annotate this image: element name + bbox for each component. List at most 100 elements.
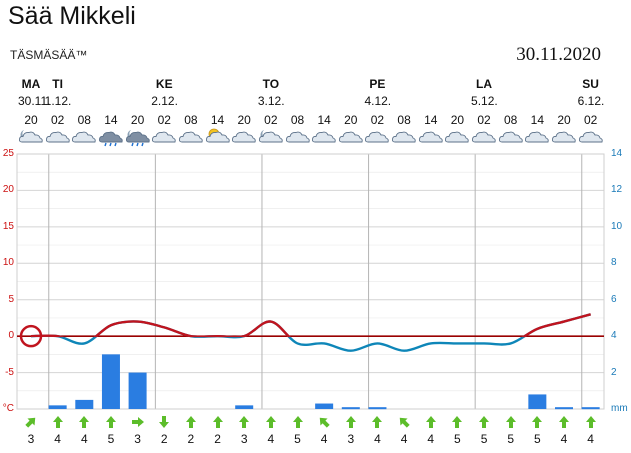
night-cloud-icon bbox=[258, 127, 284, 147]
precip-bar bbox=[48, 405, 67, 409]
wind-speed: 2 bbox=[214, 432, 221, 446]
right-tick-label: 4 bbox=[611, 330, 617, 342]
left-tick-label: 25 bbox=[2, 148, 14, 159]
cloud-icon bbox=[578, 127, 604, 147]
wind-arrow-icon bbox=[444, 415, 470, 429]
wind-arrow-icon bbox=[418, 415, 444, 429]
wind-speed: 4 bbox=[560, 432, 568, 446]
cloud-icon bbox=[45, 127, 71, 147]
hour-label: 02 bbox=[50, 113, 65, 127]
left-tick-label: 10 bbox=[2, 257, 14, 269]
hour-label: 14 bbox=[530, 113, 545, 127]
wind-speed: 2 bbox=[187, 432, 195, 446]
hour-label: 08 bbox=[184, 113, 198, 127]
wind-arrow-icon bbox=[364, 415, 390, 429]
now-marker bbox=[19, 324, 43, 348]
warm-temperature-line bbox=[30, 313, 591, 338]
wind-speed: 4 bbox=[80, 432, 88, 446]
hour-label: 20 bbox=[450, 113, 465, 127]
day-date: 6.12. bbox=[577, 94, 605, 108]
cold-temperature-line bbox=[30, 313, 591, 352]
wind-arrow-icon bbox=[578, 415, 604, 429]
day-date: 30.11. bbox=[18, 94, 51, 108]
wind-speed: 4 bbox=[320, 432, 328, 446]
day-date: 2.12. bbox=[151, 94, 178, 108]
left-tick-label: -5 bbox=[5, 366, 14, 378]
hour-label: 08 bbox=[290, 113, 305, 127]
hour-label: 14 bbox=[210, 113, 225, 127]
wind-arrow-icon bbox=[231, 415, 257, 429]
sun-cloud-icon bbox=[205, 127, 231, 147]
date-row: 30.11. 1.12. 2.12. 3.12. 4.12. 5.12. 6.12. bbox=[0, 94, 631, 110]
cloud-icon bbox=[231, 127, 257, 147]
left-tick-label: 20 bbox=[2, 184, 14, 196]
right-tick-label: 8 bbox=[611, 257, 617, 269]
day-date: 3.12. bbox=[257, 94, 285, 108]
forecast-date: 30.11.2020 bbox=[516, 44, 601, 65]
cloud-icon bbox=[71, 127, 97, 147]
cloud-icon bbox=[498, 127, 524, 147]
hour-label: 02 bbox=[370, 113, 385, 127]
day-date: 1.12. bbox=[44, 94, 72, 108]
wind-speed: 5 bbox=[480, 432, 488, 446]
wind-arrow-icon bbox=[498, 415, 524, 429]
wind-arrow-icon bbox=[285, 415, 311, 429]
hour-label: 02 bbox=[157, 113, 171, 127]
precip-bar bbox=[555, 407, 573, 410]
day-row: MA TI KE TO PE LA SU bbox=[0, 77, 631, 93]
wind-arrow-icon bbox=[18, 415, 44, 429]
cloud-icon bbox=[471, 127, 497, 147]
wind-speed: 4 bbox=[427, 432, 435, 446]
night-cloud-icon bbox=[18, 127, 44, 147]
hour-label: 20 bbox=[24, 113, 38, 127]
wind-speed: 5 bbox=[534, 432, 541, 446]
cloud-icon bbox=[418, 127, 444, 147]
cloud-icon bbox=[338, 127, 364, 147]
wind-speed: 5 bbox=[454, 432, 461, 446]
left-tick-label: 0 bbox=[8, 330, 14, 342]
brand-label: TÄSMÄSÄÄ™ bbox=[10, 48, 88, 62]
right-tick-label: mm bbox=[611, 403, 628, 414]
wind-arrow-icon bbox=[205, 415, 231, 429]
precip-bar bbox=[528, 394, 547, 409]
hour-label: 02 bbox=[583, 113, 598, 127]
plot-frame bbox=[16, 153, 605, 410]
wind-arrow-icon bbox=[178, 415, 204, 429]
precip-bar bbox=[315, 403, 334, 409]
wind-arrow-icon bbox=[258, 415, 284, 429]
day-label: KE bbox=[155, 77, 173, 91]
hour-label: 20 bbox=[557, 113, 571, 127]
hour-label: 02 bbox=[264, 113, 278, 127]
precip-bar bbox=[235, 405, 254, 409]
wind-speed-row: 3 4 4 5 3 2 2 2 3 4 5 4 3 4 4 4 5 5 5 5 4 4 bbox=[0, 432, 631, 448]
hour-label: 14 bbox=[424, 113, 438, 127]
wind-speed: 2 bbox=[160, 432, 168, 446]
wind-speed: 3 bbox=[240, 432, 248, 446]
night-rain-cloud-icon bbox=[125, 127, 151, 147]
hour-label: 20 bbox=[237, 113, 251, 127]
wind-arrow-icon bbox=[338, 415, 364, 429]
hour-label: 08 bbox=[397, 113, 411, 127]
hour-label: 14 bbox=[104, 113, 118, 127]
right-tick-label: 6 bbox=[611, 293, 617, 305]
hour-label: 20 bbox=[130, 113, 145, 127]
cloud-icon bbox=[285, 127, 311, 147]
cloud-icon bbox=[311, 127, 337, 147]
wind-speed: 5 bbox=[107, 432, 115, 446]
day-label: TO bbox=[262, 77, 280, 91]
wind-speed: 3 bbox=[134, 432, 141, 446]
left-tick-label: 15 bbox=[2, 220, 14, 232]
wind-arrow-icon bbox=[551, 415, 577, 429]
precip-bar bbox=[581, 407, 600, 410]
page-title: Sää Mikkeli bbox=[8, 2, 136, 30]
hour-label: 02 bbox=[477, 113, 491, 127]
cloud-icon bbox=[151, 127, 177, 147]
precip-bar bbox=[75, 399, 94, 409]
rain-cloud-icon bbox=[98, 127, 124, 147]
wind-direction-row bbox=[0, 415, 631, 429]
right-tick-label: 14 bbox=[611, 148, 623, 159]
wind-speed: 5 bbox=[294, 432, 301, 446]
wind-speed: 4 bbox=[54, 432, 61, 446]
day-label: PE bbox=[369, 77, 386, 91]
